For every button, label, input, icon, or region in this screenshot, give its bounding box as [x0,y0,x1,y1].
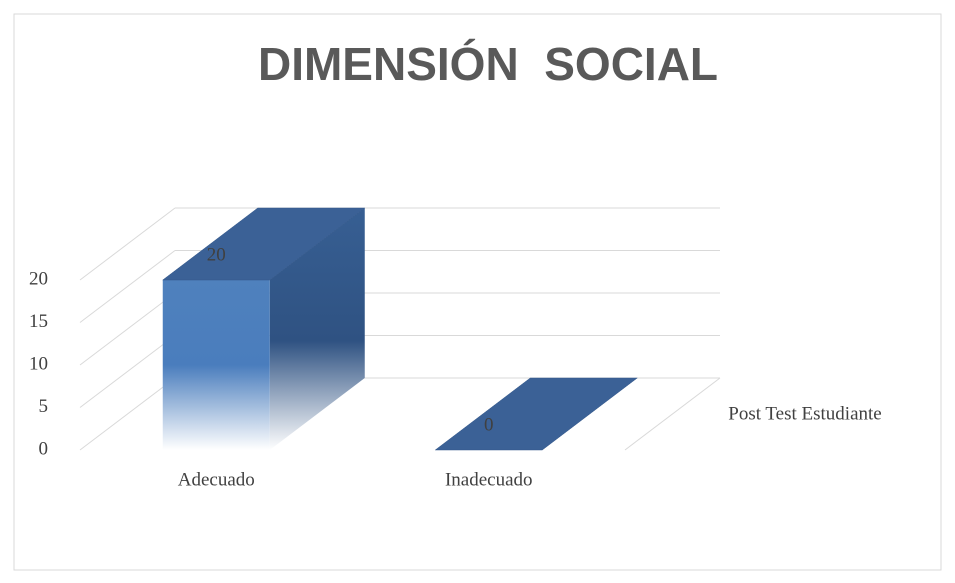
y-tick-label: 10 [29,353,48,374]
bar [162,280,270,450]
chart-frame [13,13,942,571]
series-label: Post Test Estudiante [728,403,881,424]
grid-line [79,292,176,366]
data-label: 0 [484,414,494,435]
grid-line [79,377,176,451]
grid-line [79,250,176,323]
y-tick-label: 5 [39,396,49,417]
data-label: 20 [207,244,226,265]
chart-title: DIMENSIÓN SOCIAL [258,38,718,90]
x-tick-label: Adecuado [178,469,255,490]
grid-line [79,207,176,281]
bar-side [269,208,365,450]
bar-top [162,207,366,281]
y-tick-label: 15 [29,311,48,332]
x-tick-label: Inadecuado [445,469,533,490]
y-tick-label: 0 [39,438,49,459]
floor-edge [624,377,721,451]
grid-line [79,335,176,408]
y-tick-label: 20 [29,268,48,289]
bar-top [434,377,638,451]
